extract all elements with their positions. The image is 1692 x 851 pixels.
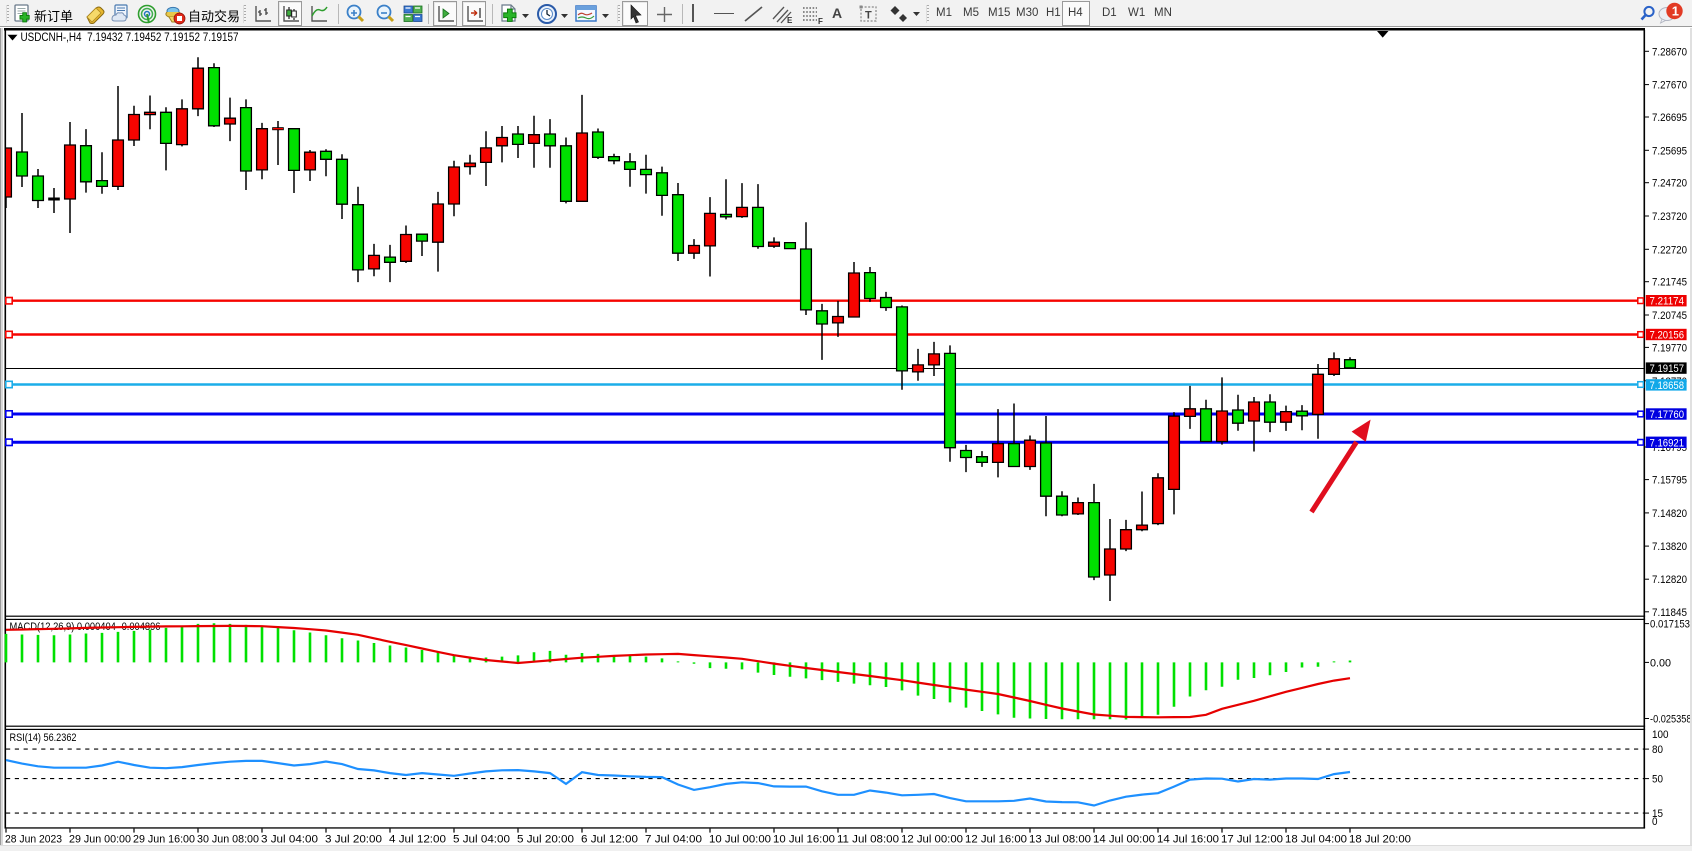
svg-text:28 Jun 2023: 28 Jun 2023 [5,834,62,846]
svg-text:18 Jul 20:00: 18 Jul 20:00 [1349,834,1411,846]
svg-text:7.11845: 7.11845 [1652,607,1687,619]
svg-text:E: E [787,16,793,25]
svg-text:12 Jul 00:00: 12 Jul 00:00 [901,834,963,846]
svg-text:3 Jul 04:00: 3 Jul 04:00 [261,834,318,846]
svg-text:10 Jul 00:00: 10 Jul 00:00 [709,834,771,846]
svg-text:7.20156: 7.20156 [1650,330,1685,342]
svg-text:7.21174: 7.21174 [1650,296,1685,308]
svg-text:50: 50 [1652,774,1663,786]
svg-text:7.24720: 7.24720 [1652,178,1687,190]
svg-text:5 Jul 04:00: 5 Jul 04:00 [453,834,510,846]
svg-text:11 Jul 08:00: 11 Jul 08:00 [837,834,899,846]
svg-text:6 Jul 12:00: 6 Jul 12:00 [581,834,638,846]
svg-text:10 Jul 16:00: 10 Jul 16:00 [773,834,835,846]
svg-text:4 Jul 12:00: 4 Jul 12:00 [389,834,446,846]
svg-text:14 Jul 00:00: 14 Jul 00:00 [1093,834,1155,846]
svg-text:7.16921: 7.16921 [1650,437,1685,449]
svg-text:7.26695: 7.26695 [1652,112,1687,124]
svg-text:7.12820: 7.12820 [1652,574,1687,586]
svg-text:7.25695: 7.25695 [1652,145,1687,157]
svg-text:7.19770: 7.19770 [1652,342,1687,354]
svg-text:0.017153: 0.017153 [1650,619,1690,631]
svg-text:29 Jun 16:00: 29 Jun 16:00 [133,834,195,846]
svg-text:7.14820: 7.14820 [1652,508,1687,520]
svg-text:T: T [865,10,872,22]
svg-text:14 Jul 16:00: 14 Jul 16:00 [1157,834,1219,846]
svg-text:7.27670: 7.27670 [1652,80,1687,92]
svg-text:3 Jul 20:00: 3 Jul 20:00 [325,834,382,846]
svg-text:F: F [818,17,823,26]
svg-text:7.28670: 7.28670 [1652,46,1687,58]
svg-text:30 Jun 08:00: 30 Jun 08:00 [197,834,259,846]
svg-text:0.00: 0.00 [1650,657,1671,669]
svg-text:-0.025358: -0.025358 [1650,714,1692,726]
svg-text:80: 80 [1652,744,1663,756]
svg-text:13 Jul 08:00: 13 Jul 08:00 [1029,834,1091,846]
svg-text:7.13820: 7.13820 [1652,541,1687,553]
svg-text:1: 1 [1672,4,1679,19]
svg-text:12 Jul 16:00: 12 Jul 16:00 [965,834,1027,846]
svg-text:29 Jun 00:00: 29 Jun 00:00 [69,834,131,846]
svg-text:17 Jul 12:00: 17 Jul 12:00 [1221,834,1283,846]
svg-text:7.18658: 7.18658 [1650,380,1685,392]
svg-text:0: 0 [1652,816,1658,828]
svg-text:RSI(14) 56.2362: RSI(14) 56.2362 [10,732,77,744]
svg-text:15: 15 [1652,808,1663,820]
svg-text:5 Jul 20:00: 5 Jul 20:00 [517,834,574,846]
svg-text:18 Jul 04:00: 18 Jul 04:00 [1285,834,1347,846]
svg-text:100: 100 [1652,729,1669,741]
svg-text:7 Jul 04:00: 7 Jul 04:00 [645,834,702,846]
svg-text:7.19157: 7.19157 [1650,363,1685,375]
svg-text:7.23720: 7.23720 [1652,211,1687,223]
svg-text:7.15795: 7.15795 [1652,475,1687,487]
svg-text:7.21745: 7.21745 [1652,277,1687,289]
svg-text:7.22720: 7.22720 [1652,244,1687,256]
svg-text:7.20745: 7.20745 [1652,310,1687,322]
svg-text:7.17760: 7.17760 [1650,409,1685,421]
svg-text:USDCNH-,H4 7.19432 7.19452 7.: USDCNH-,H4 7.19432 7.19452 7.19152 7.191… [21,32,239,44]
